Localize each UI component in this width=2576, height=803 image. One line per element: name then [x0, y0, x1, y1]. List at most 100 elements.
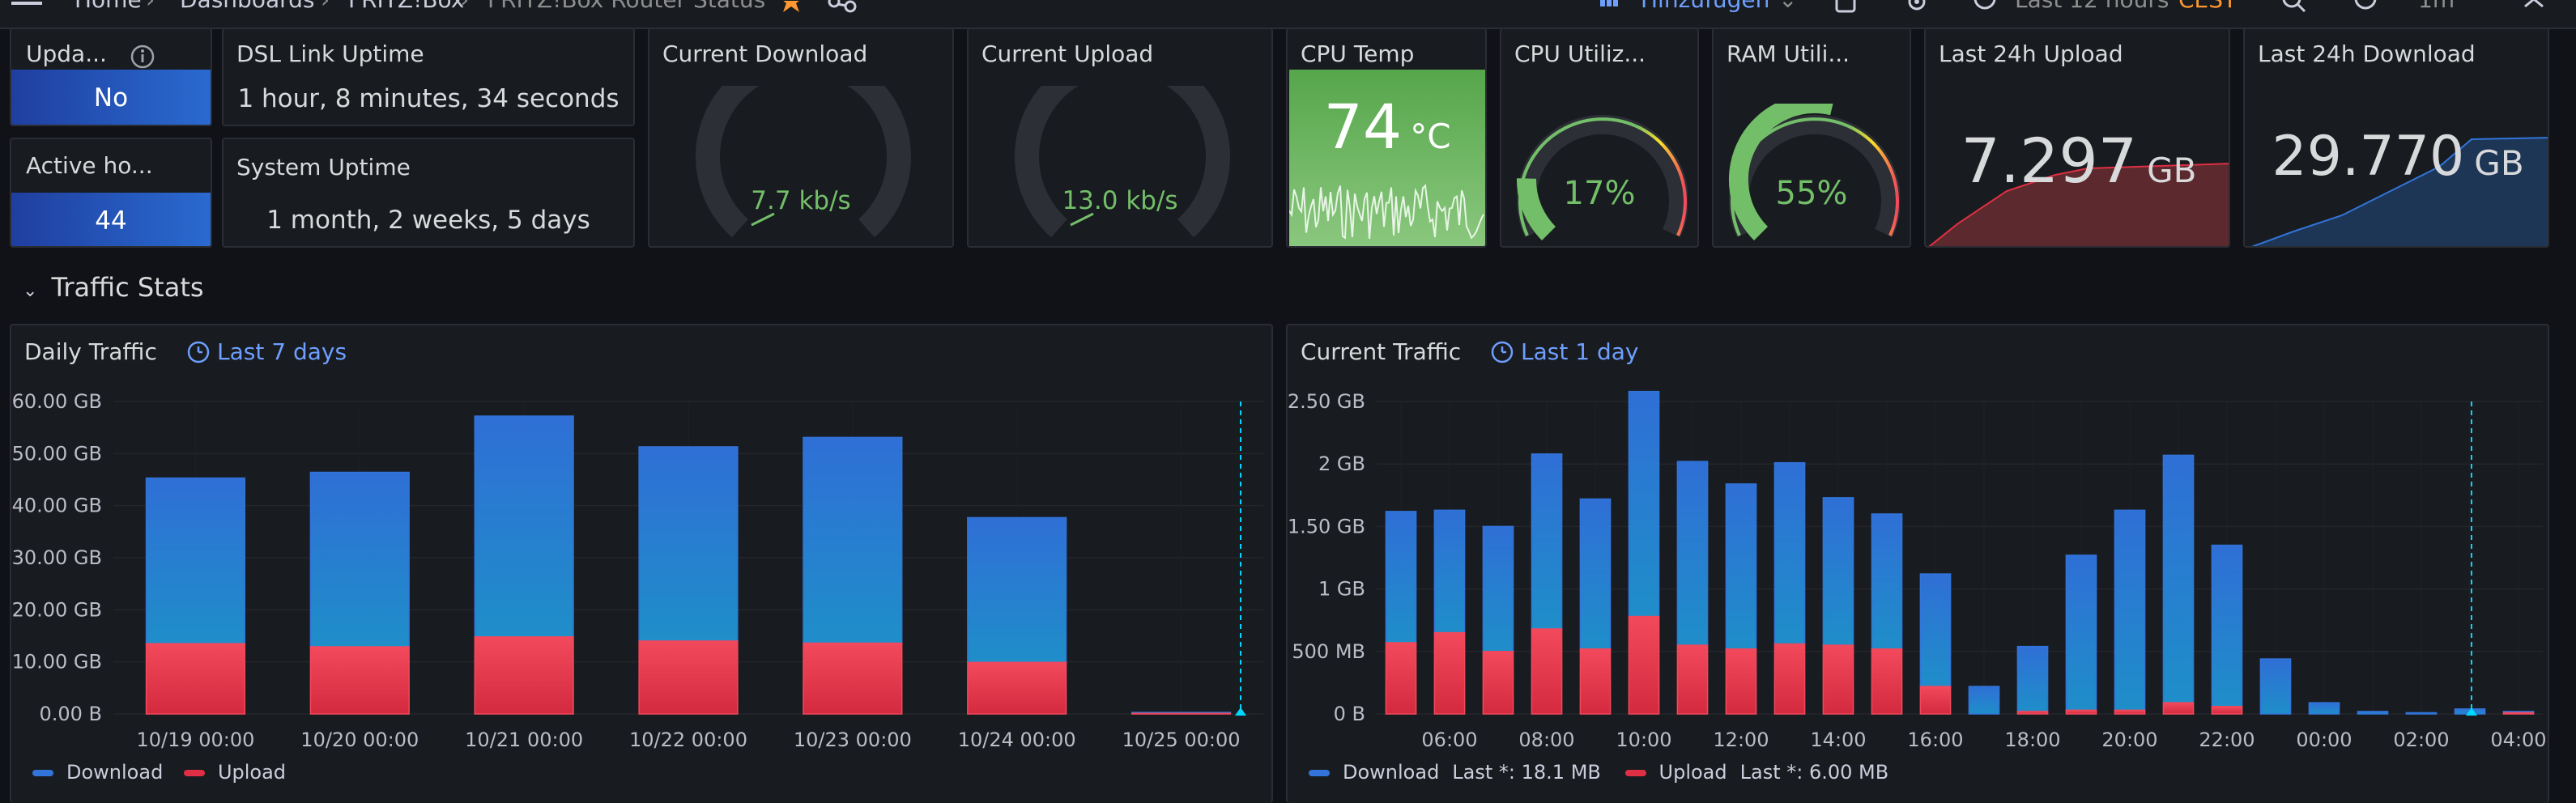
- bar-upload[interactable]: [1773, 643, 1806, 715]
- bar-group[interactable]: [1385, 511, 1417, 715]
- bar-group[interactable]: [2162, 454, 2195, 715]
- bar-group[interactable]: [967, 516, 1067, 715]
- bar-group[interactable]: [1725, 483, 1757, 715]
- bar-download[interactable]: [1871, 513, 1903, 650]
- add-panel-icon[interactable]: [1600, 0, 1618, 11]
- bar-group[interactable]: [309, 471, 410, 715]
- bar-upload[interactable]: [638, 640, 739, 715]
- bar-upload[interactable]: [1822, 644, 1854, 715]
- bar-download[interactable]: [1579, 498, 1612, 650]
- bar-upload[interactable]: [2065, 709, 2097, 715]
- bar-download[interactable]: [2016, 645, 2049, 712]
- bar-group[interactable]: [2502, 711, 2535, 715]
- bar-download[interactable]: [2357, 711, 2389, 715]
- bar-download[interactable]: [638, 446, 739, 642]
- bar-group[interactable]: [1130, 712, 1232, 715]
- bar-upload[interactable]: [1531, 628, 1563, 715]
- bar-upload[interactable]: [2162, 702, 2195, 715]
- save-icon[interactable]: [1835, 0, 1856, 18]
- current-time-range[interactable]: Last 1 day: [1521, 338, 1639, 365]
- bar-group[interactable]: [1919, 573, 1952, 715]
- bar-download[interactable]: [1628, 390, 1660, 618]
- settings-gear-icon[interactable]: [1906, 0, 1927, 18]
- bar-upload[interactable]: [1628, 615, 1660, 715]
- bar-upload[interactable]: [1579, 648, 1612, 715]
- legend-item-download[interactable]: Download Last *: 18.1 MB: [1309, 761, 1601, 784]
- bar-download[interactable]: [145, 477, 246, 644]
- bar-group[interactable]: [1531, 453, 1563, 715]
- bar-download[interactable]: [1385, 511, 1417, 644]
- bar-group[interactable]: [1433, 509, 1466, 715]
- bar-upload[interactable]: [474, 636, 574, 715]
- breadcrumb-fritzbox[interactable]: FRITZ!Box: [348, 0, 464, 11]
- bar-group[interactable]: [145, 477, 246, 715]
- bar-upload[interactable]: [145, 643, 246, 715]
- bar-download[interactable]: [1822, 497, 1854, 646]
- bar-group[interactable]: [1822, 497, 1854, 715]
- traffic-stats-row-toggle[interactable]: ⌄ Traffic Stats: [23, 272, 204, 303]
- bar-upload[interactable]: [967, 661, 1067, 715]
- bar-upload[interactable]: [803, 642, 903, 715]
- bar-upload[interactable]: [1871, 648, 1903, 715]
- bar-upload[interactable]: [309, 646, 410, 715]
- bar-group[interactable]: [2405, 712, 2438, 715]
- bar-group[interactable]: [474, 415, 574, 715]
- bar-group[interactable]: [1871, 513, 1903, 715]
- bar-upload[interactable]: [2114, 709, 2146, 715]
- bar-group[interactable]: [1579, 498, 1612, 715]
- breadcrumb-home[interactable]: Home: [75, 0, 142, 11]
- time-range-picker[interactable]: Last 12 hours: [2015, 0, 2169, 11]
- bar-download[interactable]: [1676, 461, 1709, 646]
- bar-group[interactable]: [803, 436, 903, 715]
- legend-item-upload[interactable]: Upload Last *: 6.00 MB: [1624, 761, 1888, 784]
- menu-icon[interactable]: [11, 2, 42, 21]
- bar-download[interactable]: [1482, 525, 1514, 652]
- bar-group[interactable]: [1482, 525, 1514, 715]
- bar-upload[interactable]: [1676, 644, 1709, 715]
- bar-group[interactable]: [1628, 390, 1660, 715]
- bar-group[interactable]: [2065, 554, 2097, 715]
- bar-download[interactable]: [2259, 658, 2292, 715]
- bar-download[interactable]: [2211, 544, 2243, 707]
- bar-download[interactable]: [2114, 509, 2146, 712]
- bar-download[interactable]: [1968, 686, 2000, 715]
- bar-upload[interactable]: [1433, 631, 1466, 715]
- refresh-interval[interactable]: 1m: [2418, 0, 2455, 11]
- bar-group[interactable]: [2016, 645, 2049, 715]
- bar-download[interactable]: [2308, 702, 2340, 715]
- share-icon[interactable]: [828, 0, 857, 16]
- bar-group[interactable]: [2308, 702, 2340, 715]
- add-button[interactable]: Hinzufügen: [1641, 0, 1769, 11]
- bar-download[interactable]: [1919, 573, 1952, 687]
- breadcrumb-dashboards[interactable]: Dashboards: [180, 0, 315, 11]
- star-icon[interactable]: [779, 0, 803, 15]
- bar-download[interactable]: [1531, 453, 1563, 630]
- bar-upload[interactable]: [1482, 651, 1514, 715]
- bar-group[interactable]: [2114, 509, 2146, 715]
- bar-upload[interactable]: [1725, 648, 1757, 715]
- zoom-out-icon[interactable]: [2282, 0, 2306, 18]
- bar-upload[interactable]: [2502, 712, 2535, 715]
- bar-download[interactable]: [1433, 509, 1466, 634]
- bar-group[interactable]: [2259, 658, 2292, 715]
- bar-group[interactable]: [1773, 461, 1806, 715]
- bar-download[interactable]: [803, 436, 903, 644]
- bar-upload[interactable]: [2016, 711, 2049, 715]
- bar-group[interactable]: [2357, 711, 2389, 715]
- bar-download[interactable]: [1773, 461, 1806, 645]
- bar-download[interactable]: [2405, 712, 2438, 715]
- bar-group[interactable]: [1676, 461, 1709, 715]
- daily-time-range[interactable]: Last 7 days: [217, 338, 347, 365]
- info-icon[interactable]: [130, 44, 155, 73]
- bar-download[interactable]: [474, 415, 574, 638]
- bar-group[interactable]: [1968, 686, 2000, 715]
- legend-item-upload[interactable]: Upload: [183, 761, 286, 784]
- bar-upload[interactable]: [1385, 642, 1417, 715]
- bar-group[interactable]: [638, 446, 739, 715]
- legend-item-download[interactable]: Download: [32, 761, 163, 784]
- bar-download[interactable]: [2065, 554, 2097, 712]
- bar-upload[interactable]: [1919, 686, 1952, 715]
- bar-download[interactable]: [967, 516, 1067, 664]
- bar-download[interactable]: [1725, 483, 1757, 650]
- bar-group[interactable]: [2211, 544, 2243, 715]
